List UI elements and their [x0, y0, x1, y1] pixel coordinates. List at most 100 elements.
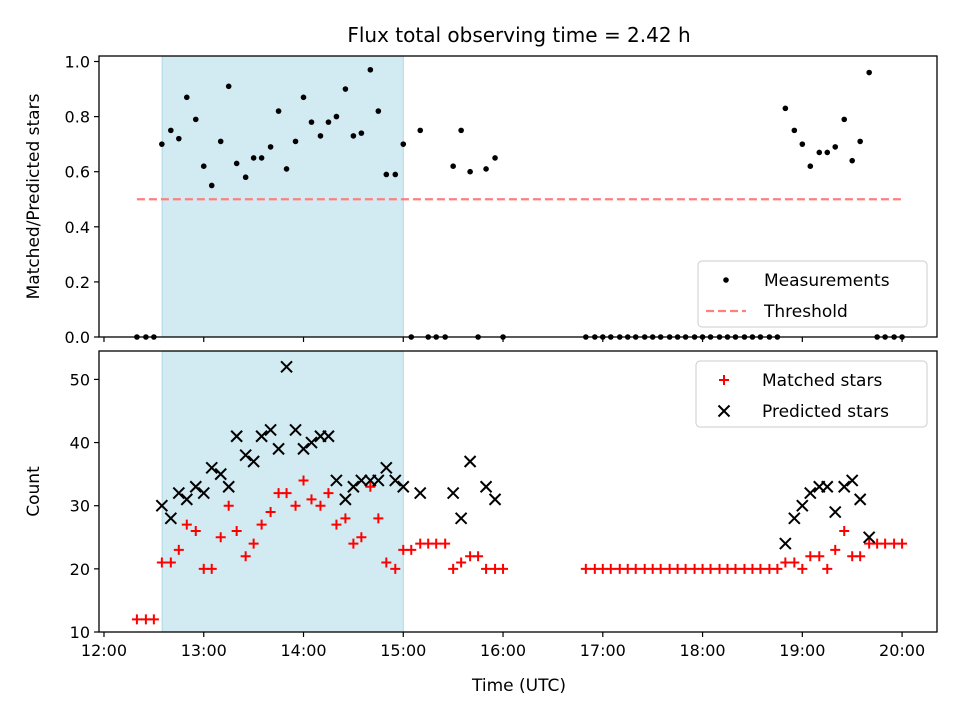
- data-point: [492, 155, 498, 161]
- data-point: [222, 480, 235, 493]
- data-point: [655, 563, 666, 574]
- x-tick-label: 15:00: [380, 641, 426, 660]
- data-point: [829, 505, 842, 519]
- data-point: [325, 119, 332, 125]
- data-point: [463, 455, 477, 468]
- data-point: [242, 174, 249, 181]
- legend-label: Threshold: [763, 302, 848, 322]
- data-point: [264, 423, 277, 437]
- data-point: [315, 500, 326, 511]
- data-point: [897, 538, 908, 549]
- legend-label: Matched stars: [762, 371, 882, 391]
- data-point: [807, 163, 814, 169]
- data-point: [580, 563, 591, 574]
- data-point: [159, 141, 165, 147]
- legend: Matched stars Predicted stars: [695, 360, 928, 428]
- data-point: [298, 475, 309, 486]
- data-point: [289, 423, 302, 437]
- data-point: [446, 486, 460, 500]
- data-point: [862, 531, 876, 544]
- data-point: [355, 474, 368, 487]
- data-point: [339, 493, 352, 506]
- data-point: [365, 481, 376, 492]
- series-measurements: [134, 66, 905, 340]
- data-point: [233, 160, 240, 167]
- x-tick-label: 16:00: [480, 641, 526, 660]
- data-point: [450, 163, 456, 169]
- data-point: [814, 551, 825, 562]
- data-point: [788, 512, 801, 525]
- y-tick-label: 0.8: [65, 108, 90, 127]
- x-tick-label: 20:00: [879, 641, 925, 660]
- y-tick-label: 50: [70, 370, 90, 389]
- data-point: [838, 480, 851, 493]
- data-point: [755, 563, 766, 574]
- legend: Measurements Threshold: [697, 260, 928, 328]
- bottom-panel: 10 20 30 40 50 12:00 13:00 14:00 15:00 16:00 17:00…: [24, 350, 938, 660]
- data-point: [782, 105, 789, 112]
- data-point: [240, 551, 251, 562]
- data-point: [853, 493, 867, 506]
- x-tick-label: 13:00: [181, 641, 227, 660]
- shaded-span: [162, 56, 404, 337]
- x-tick-label: 18:00: [680, 641, 726, 660]
- data-point: [822, 563, 833, 574]
- data-point: [473, 551, 484, 562]
- data-point: [317, 133, 324, 139]
- x-tick-label: 17:00: [580, 641, 626, 660]
- data-point: [796, 499, 809, 512]
- x-tick-label: 12:00: [81, 641, 127, 660]
- legend-label: Measurements: [764, 271, 890, 291]
- data-point: [855, 551, 866, 562]
- data-point: [448, 563, 459, 574]
- top-panel: 0.0 0.2 0.4 0.6 0.8 1.0 Matched/Predicted star…: [24, 53, 938, 347]
- data-point: [400, 141, 407, 147]
- data-point: [780, 557, 791, 568]
- data-point: [389, 474, 402, 487]
- data-point: [168, 127, 174, 134]
- data-point: [356, 532, 367, 543]
- legend-marker: [719, 375, 729, 385]
- data-point: [215, 532, 226, 543]
- data-point: [292, 138, 299, 145]
- data-point: [498, 563, 509, 574]
- shaded-span: [162, 351, 404, 632]
- data-point: [381, 557, 392, 568]
- data-point: [342, 86, 349, 92]
- data-point: [373, 513, 384, 524]
- data-point: [305, 436, 318, 449]
- data-point: [300, 94, 307, 101]
- data-point: [225, 83, 232, 90]
- data-point: [680, 563, 691, 574]
- y-tick-label: 20: [70, 560, 90, 579]
- data-point: [830, 544, 841, 555]
- data-point: [267, 144, 274, 150]
- data-point: [189, 480, 202, 493]
- data-point: [789, 557, 800, 568]
- data-point: [479, 480, 493, 493]
- data-point: [805, 551, 816, 562]
- data-point: [272, 442, 285, 456]
- legend-box: [695, 360, 928, 428]
- data-point: [230, 430, 243, 443]
- data-point: [358, 130, 365, 136]
- data-point: [347, 480, 360, 493]
- data-point: [283, 166, 290, 172]
- data-point: [331, 519, 342, 530]
- data-point: [380, 461, 393, 475]
- data-point: [839, 525, 850, 536]
- y-axis-label: Matched/Predicted stars: [24, 93, 44, 299]
- data-point: [323, 488, 334, 499]
- data-point: [223, 500, 234, 511]
- data-point: [630, 563, 641, 574]
- data-point: [483, 166, 489, 172]
- data-point: [431, 538, 442, 549]
- data-point: [841, 116, 848, 123]
- legend-box: [697, 260, 928, 328]
- y-tick-label: 0.6: [65, 163, 90, 182]
- data-point: [250, 155, 257, 161]
- y-tick-label: 0.0: [65, 328, 90, 347]
- data-point: [217, 138, 224, 145]
- data-point: [857, 138, 863, 145]
